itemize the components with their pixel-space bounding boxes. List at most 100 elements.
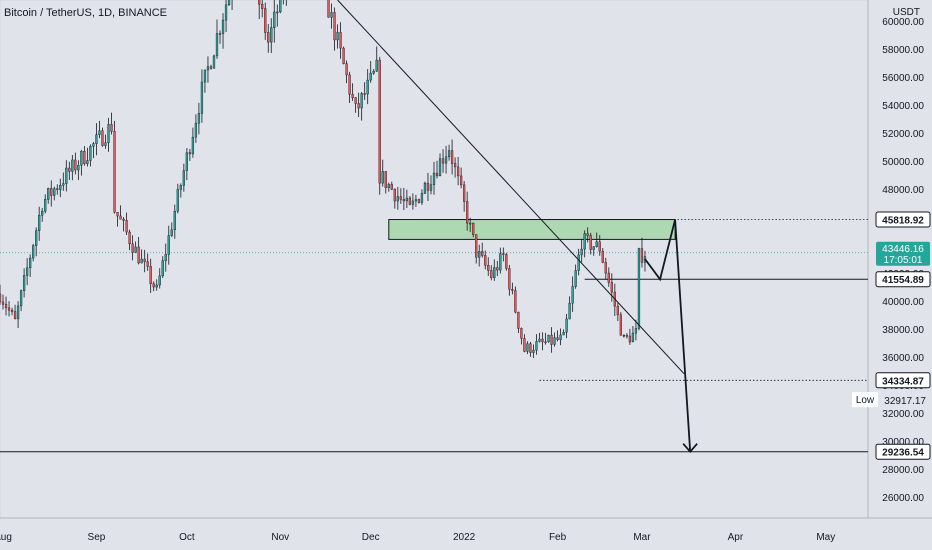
candle	[369, 61, 372, 83]
candle	[342, 46, 345, 65]
price-tick-label: 38000.00	[882, 325, 924, 336]
candle	[122, 217, 125, 232]
candle	[16, 301, 20, 329]
candle	[53, 186, 56, 201]
candle	[158, 268, 161, 289]
candle-body	[366, 79, 369, 95]
candle	[0, 284, 2, 305]
candle-body	[417, 199, 421, 203]
candle-body	[7, 307, 11, 311]
candle-body	[224, 4, 228, 21]
candle	[616, 302, 619, 321]
candle-body	[456, 166, 460, 177]
candle	[182, 163, 185, 192]
candle-body	[74, 159, 77, 171]
candle-body	[598, 241, 601, 252]
candle-body	[41, 210, 44, 216]
time-tick-label: 2022	[453, 532, 476, 543]
time-tick-label: Nov	[271, 532, 289, 543]
price-tick-label: 40000.00	[882, 297, 924, 308]
candle	[408, 196, 412, 206]
candle	[577, 248, 580, 276]
candle	[414, 194, 418, 207]
price-tick-label: 56000.00	[882, 73, 924, 84]
candle	[535, 334, 538, 355]
candle	[336, 24, 339, 49]
candle-body	[565, 318, 568, 333]
currency-label: USDT	[892, 7, 920, 18]
candle-body	[50, 188, 53, 196]
candle	[86, 147, 89, 167]
candle-body	[640, 248, 644, 263]
candle-body	[53, 188, 56, 196]
candle-body	[131, 243, 134, 253]
candle-body	[149, 266, 152, 284]
candle-body	[414, 199, 418, 202]
arrowhead	[682, 443, 698, 454]
candle	[131, 235, 134, 261]
candle-body	[98, 130, 101, 135]
candle	[203, 69, 207, 93]
candle-body	[493, 267, 496, 278]
candle-body	[113, 131, 116, 213]
candle	[209, 64, 213, 70]
candle-body	[396, 196, 399, 202]
candle-body	[601, 250, 604, 263]
candle	[29, 254, 32, 277]
candle	[125, 212, 128, 236]
candle-body	[402, 199, 405, 202]
candle-body	[459, 175, 463, 186]
candle	[631, 325, 635, 343]
candle	[224, 0, 228, 33]
candle-body	[258, 0, 261, 5]
candle	[267, 24, 270, 53]
level-price-tag-box	[875, 271, 931, 288]
candle-body	[619, 314, 622, 336]
candle	[155, 279, 158, 291]
candle-body	[179, 185, 182, 190]
candle-body	[333, 12, 336, 41]
candle-layer	[0, 0, 647, 359]
candle-body	[429, 184, 433, 191]
candle	[330, 3, 333, 29]
candle	[80, 149, 83, 176]
candle-body	[586, 233, 589, 236]
candle-body	[146, 261, 149, 267]
candle	[562, 329, 565, 336]
candle	[604, 257, 607, 280]
candle-body	[164, 254, 167, 261]
candle-body	[589, 235, 592, 250]
candle	[360, 92, 363, 121]
candle	[426, 172, 430, 202]
candle-body	[463, 184, 466, 202]
low-label: Low	[856, 395, 875, 406]
candle-body	[264, 8, 267, 33]
candle-body	[375, 59, 378, 72]
candle	[354, 97, 357, 113]
candle-body	[137, 246, 140, 264]
candle-body	[354, 97, 357, 104]
candle-body	[628, 335, 632, 343]
candle-body	[125, 220, 128, 233]
candle	[191, 127, 195, 158]
candle	[83, 146, 86, 166]
candle-body	[140, 258, 143, 264]
candle-body	[59, 184, 62, 190]
candle	[221, 13, 225, 49]
candle	[270, 18, 273, 54]
candle-body	[502, 253, 505, 255]
candle-body	[13, 311, 17, 320]
candle-body	[616, 305, 619, 316]
candle	[258, 0, 261, 20]
candle-body	[625, 335, 629, 337]
candle-body	[450, 150, 454, 164]
candle-body	[110, 124, 113, 132]
candle	[19, 289, 23, 312]
candle	[149, 258, 152, 293]
candle	[637, 247, 641, 331]
candle-body	[218, 33, 222, 35]
candle	[619, 312, 622, 336]
candle-body	[191, 136, 195, 155]
candle	[429, 175, 433, 195]
